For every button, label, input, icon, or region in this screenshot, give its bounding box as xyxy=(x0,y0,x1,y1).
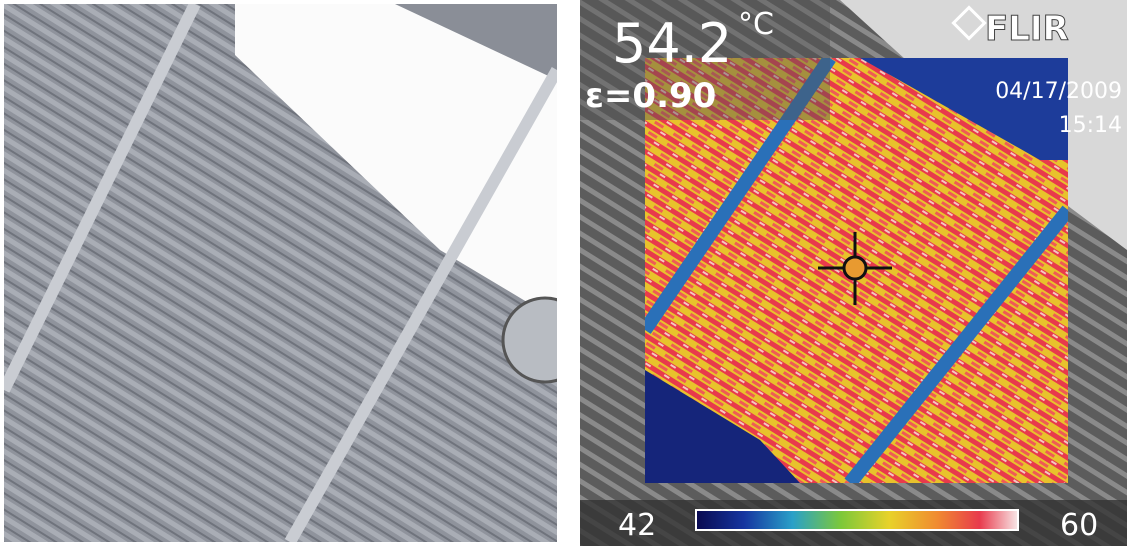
crosshair xyxy=(818,232,892,305)
scale-min: 42 xyxy=(618,508,656,543)
color-scale xyxy=(695,509,1019,531)
scale-max: 60 xyxy=(1060,508,1098,543)
brand-logo: FLIR xyxy=(951,5,1069,50)
brand: FLIR xyxy=(985,9,1069,49)
date: 04/17/2009 xyxy=(995,79,1122,104)
emissivity: ε=0.90 xyxy=(585,76,716,116)
visible-photo xyxy=(4,4,557,542)
spot-temperature: 54.2 xyxy=(612,12,732,75)
thermal-photo xyxy=(580,0,1127,546)
unit: °C xyxy=(738,7,774,42)
time: 15:14 xyxy=(1059,113,1122,138)
